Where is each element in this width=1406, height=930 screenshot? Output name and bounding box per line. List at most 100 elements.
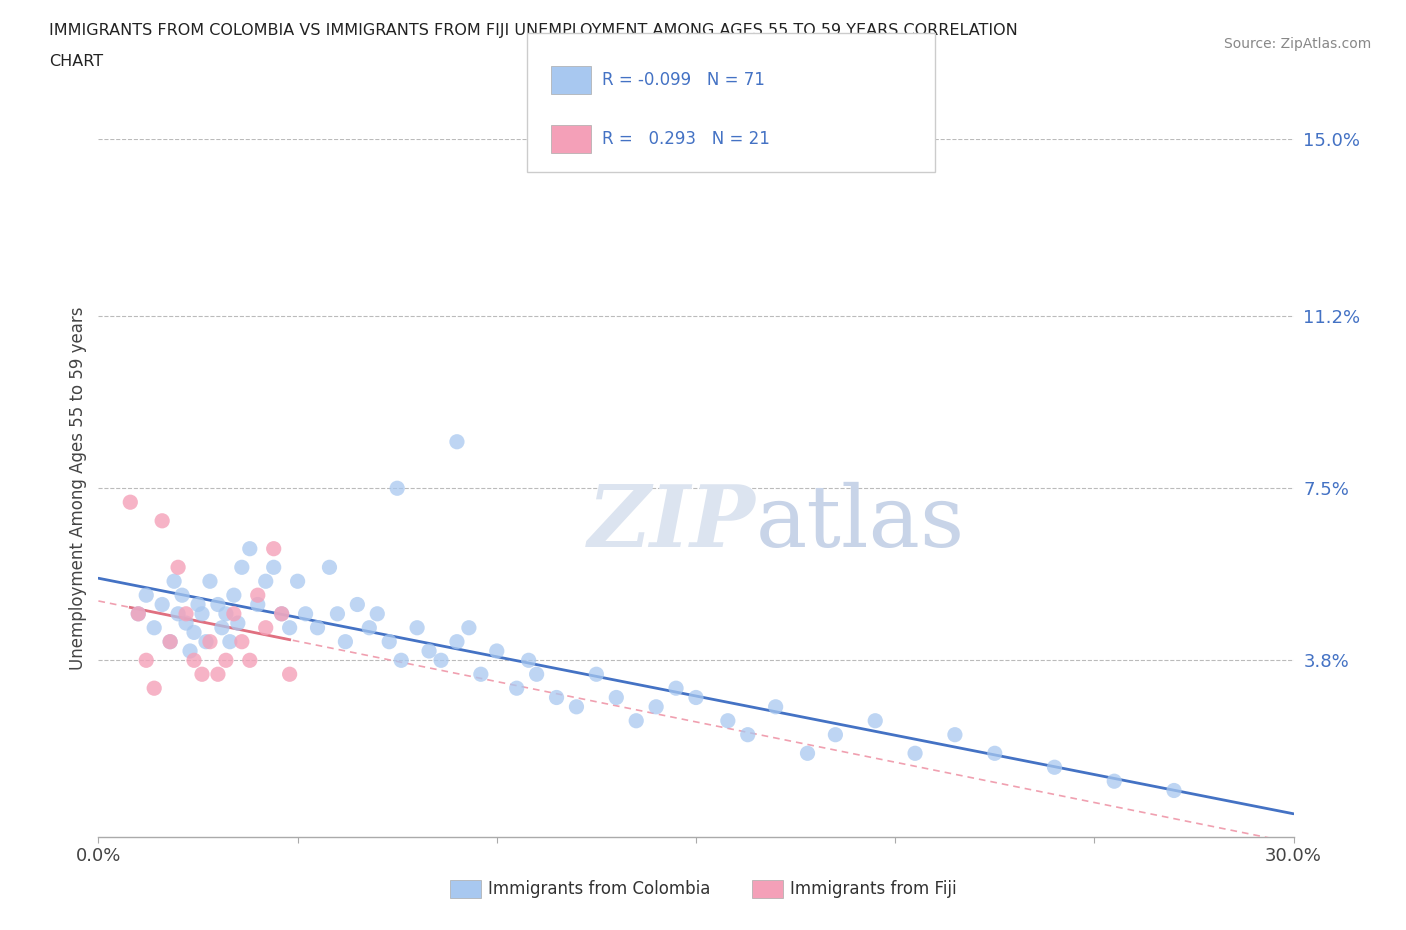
Point	[246, 588, 269, 603]
Point	[183, 625, 205, 640]
Point	[470, 667, 492, 682]
Point	[278, 620, 301, 635]
Text: R =   0.293   N = 21: R = 0.293 N = 21	[602, 129, 769, 148]
Point	[239, 653, 262, 668]
Point	[207, 667, 229, 682]
Point	[318, 560, 340, 575]
Point	[219, 634, 242, 649]
Point	[385, 481, 409, 496]
Point	[685, 690, 707, 705]
Point	[796, 746, 818, 761]
Point	[645, 699, 668, 714]
Point	[167, 560, 190, 575]
Point	[446, 634, 468, 649]
Point	[172, 588, 194, 603]
Point	[984, 746, 1007, 761]
Point	[294, 606, 316, 621]
Point	[717, 713, 740, 728]
Point	[458, 620, 481, 635]
Point	[1043, 760, 1066, 775]
Point	[605, 690, 627, 705]
Point	[191, 667, 214, 682]
Point	[120, 495, 142, 510]
Point	[270, 606, 292, 621]
Point	[207, 597, 229, 612]
Point	[174, 606, 197, 621]
Point	[943, 727, 966, 742]
Point	[263, 541, 285, 556]
Point	[150, 513, 173, 528]
Point	[389, 653, 412, 668]
Point	[163, 574, 186, 589]
Point	[135, 588, 157, 603]
Point	[765, 699, 787, 714]
Text: IMMIGRANTS FROM COLOMBIA VS IMMIGRANTS FROM FIJI UNEMPLOYMENT AMONG AGES 55 TO 5: IMMIGRANTS FROM COLOMBIA VS IMMIGRANTS F…	[49, 23, 1018, 38]
Point	[254, 574, 277, 589]
Point	[565, 699, 588, 714]
Point	[198, 574, 221, 589]
Point	[159, 634, 181, 649]
Point	[179, 644, 201, 658]
Point	[406, 620, 429, 635]
Point	[485, 644, 508, 658]
Point	[863, 713, 887, 728]
Point	[127, 606, 149, 621]
Point	[215, 653, 238, 668]
Point	[585, 667, 607, 682]
Point	[517, 653, 540, 668]
Point	[430, 653, 453, 668]
Text: Immigrants from Colombia: Immigrants from Colombia	[488, 880, 710, 898]
Point	[665, 681, 688, 696]
Text: CHART: CHART	[49, 54, 103, 69]
Point	[1163, 783, 1185, 798]
Text: atlas: atlas	[756, 482, 965, 565]
Point	[263, 560, 285, 575]
Point	[359, 620, 381, 635]
Point	[1102, 774, 1125, 789]
Point	[222, 588, 245, 603]
Point	[506, 681, 529, 696]
Point	[378, 634, 401, 649]
Point	[174, 616, 197, 631]
Point	[159, 634, 181, 649]
Y-axis label: Unemployment Among Ages 55 to 59 years: Unemployment Among Ages 55 to 59 years	[69, 307, 87, 670]
Point	[183, 653, 205, 668]
Point	[626, 713, 648, 728]
Point	[143, 681, 166, 696]
Point	[231, 634, 253, 649]
Point	[215, 606, 238, 621]
Text: R = -0.099   N = 71: R = -0.099 N = 71	[602, 71, 765, 89]
Point	[246, 597, 269, 612]
Point	[346, 597, 368, 612]
Point	[270, 606, 292, 621]
Point	[231, 560, 253, 575]
Point	[824, 727, 846, 742]
Point	[150, 597, 173, 612]
Point	[287, 574, 309, 589]
Point	[546, 690, 568, 705]
Point	[195, 634, 218, 649]
Point	[335, 634, 357, 649]
Point	[366, 606, 388, 621]
Text: Source: ZipAtlas.com: Source: ZipAtlas.com	[1223, 37, 1371, 51]
Point	[254, 620, 277, 635]
Point	[135, 653, 157, 668]
Point	[143, 620, 166, 635]
Point	[526, 667, 548, 682]
Text: Immigrants from Fiji: Immigrants from Fiji	[790, 880, 957, 898]
Point	[239, 541, 262, 556]
Point	[226, 616, 249, 631]
Point	[198, 634, 221, 649]
Point	[904, 746, 927, 761]
Point	[418, 644, 440, 658]
Point	[167, 606, 190, 621]
Point	[307, 620, 329, 635]
Point	[446, 434, 468, 449]
Point	[222, 606, 245, 621]
Point	[278, 667, 301, 682]
Text: ZIP: ZIP	[588, 482, 756, 565]
Point	[211, 620, 233, 635]
Point	[326, 606, 349, 621]
Point	[127, 606, 149, 621]
Point	[187, 597, 209, 612]
